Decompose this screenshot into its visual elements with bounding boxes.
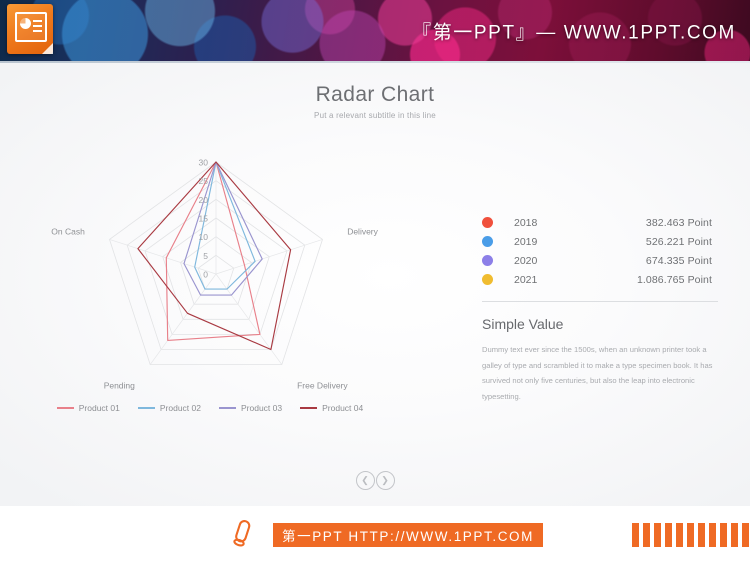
year-row: 2020 674.335 Point bbox=[482, 251, 718, 270]
powerpoint-logo-icon bbox=[7, 4, 53, 54]
radar-grid bbox=[109, 161, 323, 366]
year-row: 2018 382.463 Point bbox=[482, 213, 718, 232]
year-row: 2021 1.086.765 Point bbox=[482, 270, 718, 289]
radar-tick-label: 20 bbox=[199, 195, 209, 205]
radar-tick-label: 10 bbox=[199, 232, 209, 242]
legend-swatch bbox=[219, 407, 236, 409]
radar-grid-ring bbox=[180, 236, 252, 305]
radar-tick-label: 5 bbox=[203, 251, 208, 261]
year-label: 2019 bbox=[514, 235, 538, 248]
next-slide-button[interactable]: ❯ bbox=[375, 471, 395, 490]
footer-url-plate: 第一PPT HTTP://WWW.1PPT.COM bbox=[273, 523, 544, 547]
legend-label: Product 02 bbox=[159, 403, 201, 413]
radar-series-polygon bbox=[183, 161, 263, 296]
radar-grid-ring bbox=[144, 198, 288, 335]
year-value: 674.335 Point bbox=[645, 254, 712, 267]
year-label: 2018 bbox=[514, 216, 538, 229]
year-value: 382.463 Point bbox=[645, 216, 712, 229]
radar-tick-label: 15 bbox=[199, 214, 209, 224]
page-subtitle: Put a relevant subtitle in this line bbox=[314, 111, 436, 120]
year-value: 526.221 Point bbox=[645, 235, 712, 248]
radar-tick-label: 25 bbox=[199, 176, 209, 186]
radar-tick-label: 30 bbox=[199, 158, 209, 168]
prev-slide-button[interactable]: ❮ bbox=[355, 471, 375, 490]
radar-axis-spoke bbox=[109, 239, 217, 275]
logo-pie-chart-shape bbox=[20, 18, 31, 29]
year-color-dot bbox=[482, 236, 493, 247]
year-color-dot bbox=[482, 274, 493, 285]
legend-swatch bbox=[56, 407, 74, 409]
year-value-list: 2018 382.463 Point 2019 526.221 Point 2020 67… bbox=[482, 213, 718, 289]
legend-item[interactable]: Product 02 bbox=[137, 403, 201, 413]
simple-value-body: Dummy text ever since the 1500s, when an… bbox=[482, 345, 713, 401]
radar-chart-legend: Product 01 Product 02 Product 03 Product 04 bbox=[0, 403, 420, 413]
footer-stripes bbox=[632, 523, 750, 547]
panel-divider bbox=[482, 301, 718, 302]
radar-tick-labels: 0 5 10 15 20 25 30 bbox=[199, 158, 209, 280]
year-color-dot bbox=[482, 217, 493, 228]
banner-brand-text: 『第一PPT』— WWW.1PPT.COM bbox=[412, 22, 736, 44]
year-color-dot bbox=[482, 255, 493, 266]
pen-icon bbox=[233, 520, 251, 547]
radar-grid-ring bbox=[109, 161, 323, 366]
banner-underline bbox=[0, 61, 750, 63]
legend-swatch bbox=[137, 407, 155, 409]
logo-line-2 bbox=[33, 25, 42, 27]
radar-tick-label: 0 bbox=[203, 270, 208, 280]
year-label: 2020 bbox=[514, 254, 538, 267]
page-title: Radar Chart bbox=[315, 83, 435, 106]
legend-swatch bbox=[300, 407, 318, 409]
slide-nav: ❮ ❯ bbox=[0, 471, 750, 490]
logo-line-3 bbox=[33, 30, 42, 32]
year-label: 2021 bbox=[514, 273, 538, 286]
top-banner: 『第一PPT』— WWW.1PPT.COM bbox=[0, 0, 750, 62]
radar-grid-ring bbox=[126, 180, 306, 350]
radar-category-label: Pending bbox=[104, 381, 135, 391]
legend-item[interactable]: Product 03 bbox=[219, 403, 282, 413]
footer-bar: 第一PPT HTTP://WWW.1PPT.COM bbox=[0, 506, 750, 563]
year-row: 2019 526.221 Point bbox=[482, 232, 718, 251]
radar-axis-spoke bbox=[215, 239, 323, 275]
radar-category-label: Free Delivery bbox=[297, 381, 348, 391]
legend-label: Product 01 bbox=[78, 403, 120, 413]
simple-value-title: Simple Value bbox=[482, 316, 564, 332]
radar-series-polygon bbox=[194, 161, 256, 290]
legend-label: Product 03 bbox=[241, 403, 283, 413]
logo-document-shape bbox=[15, 12, 47, 42]
legend-item[interactable]: Product 04 bbox=[300, 403, 363, 413]
legend-label: Product 04 bbox=[322, 403, 364, 413]
logo-line-1 bbox=[33, 20, 42, 22]
legend-item[interactable]: Product 01 bbox=[56, 403, 120, 413]
radar-series bbox=[137, 161, 292, 351]
right-info-panel: 2018 382.463 Point 2019 526.221 Point 2020 67… bbox=[482, 213, 718, 404]
radar-category-label: Delivery bbox=[347, 226, 378, 236]
radar-series-polygon bbox=[165, 161, 261, 341]
slide-canvas: Radar Chart Put a relevant subtitle in t… bbox=[0, 63, 750, 506]
radar-series-polygon bbox=[137, 161, 292, 351]
radar-category-label: On Cash bbox=[51, 226, 85, 236]
radar-grid-ring bbox=[162, 217, 270, 320]
year-value: 1.086.765 Point bbox=[636, 273, 712, 286]
